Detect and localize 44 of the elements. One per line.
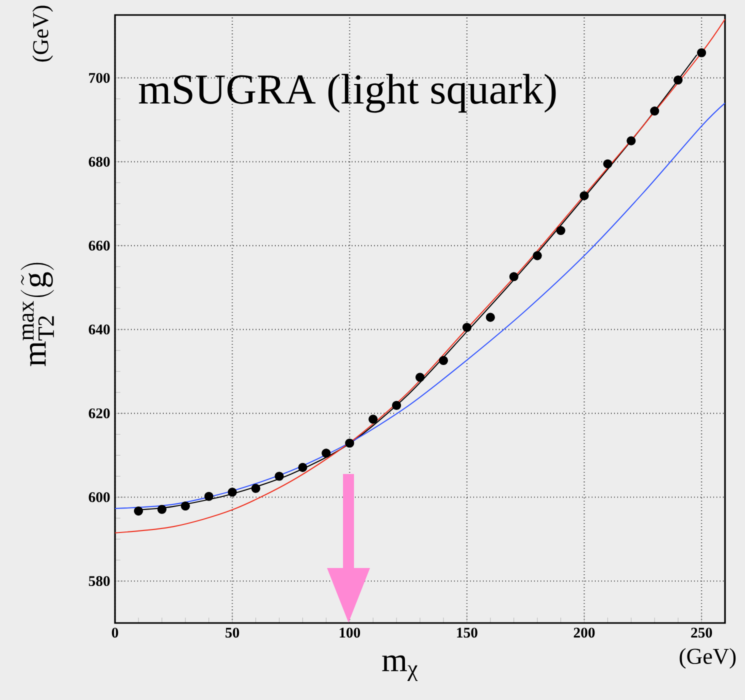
- point: [556, 226, 566, 236]
- x-tick-label: 50: [226, 628, 240, 638]
- y-tick-label: 640: [88, 324, 110, 334]
- point: [392, 400, 402, 410]
- point: [204, 492, 214, 501]
- point: [157, 504, 166, 514]
- x-tick-label: 250: [691, 628, 712, 638]
- y-tick-label: 600: [88, 492, 110, 502]
- y-tick-label: 580: [88, 576, 110, 586]
- point: [368, 414, 378, 424]
- point: [626, 136, 636, 146]
- point: [603, 159, 612, 168]
- y-tick-label: 620: [88, 408, 110, 418]
- point: [674, 75, 683, 85]
- y-tick-label: 660: [88, 240, 110, 251]
- text: (GeV): [32, 6, 53, 62]
- x-tick-label: 0: [112, 628, 118, 638]
- x-tick-label: 150: [457, 628, 478, 638]
- point: [298, 462, 308, 472]
- point: [228, 488, 237, 497]
- point: [415, 372, 425, 382]
- point: [650, 106, 660, 116]
- point: [134, 506, 144, 516]
- point: [580, 191, 589, 200]
- text: mSUGRA (light squark): [138, 74, 556, 113]
- point: [274, 472, 284, 481]
- point: [697, 48, 706, 58]
- point: [251, 484, 260, 493]
- point: [322, 448, 331, 458]
- point: [532, 251, 542, 260]
- line-series: [115, 18, 726, 534]
- point: [438, 356, 448, 366]
- text: (GeV): [680, 648, 736, 669]
- point: [509, 272, 518, 282]
- x-tick-label: 100: [340, 628, 360, 638]
- y-tick-label: 680: [88, 156, 110, 167]
- point: [486, 312, 495, 322]
- y-tick-label: 700: [89, 72, 110, 83]
- point: [345, 438, 354, 448]
- y-axis-title: $\mathrm{m}_{\mathrm{T2}}^{\mathrm{max}}(\tilde{\mathrm{g}})$: [20, 262, 54, 366]
- point: [462, 322, 472, 332]
- x-axis-title: m$_{χ}$: [382, 655, 418, 682]
- point: [180, 501, 190, 511]
- x-tick-label: 200: [574, 628, 595, 638]
